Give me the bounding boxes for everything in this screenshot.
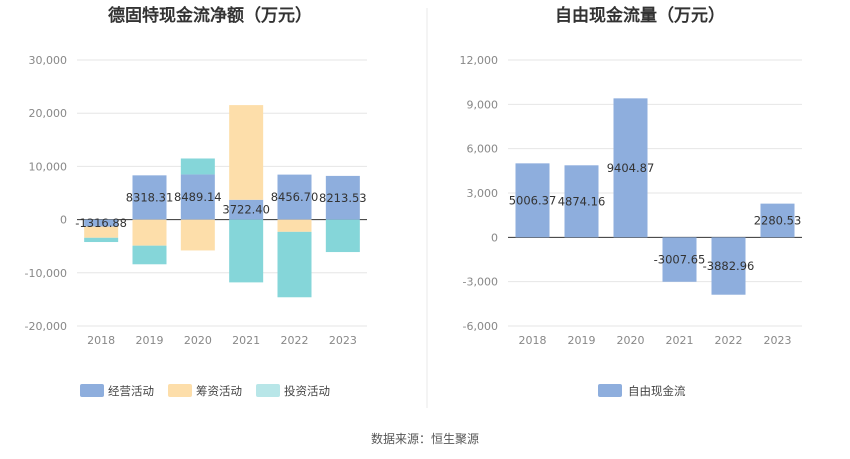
left-bar-投资活动: [325, 219, 360, 253]
legend-label-operating[interactable]: 经营活动: [108, 384, 154, 398]
right-data-label: 2280.53: [754, 213, 802, 227]
right-chart-title: 自由现金流量（万元）: [555, 5, 725, 26]
right-y-tick-label: 0: [491, 231, 498, 244]
legend-swatch-financing[interactable]: [168, 384, 192, 397]
left-bar-筹资活动: [84, 226, 119, 238]
left-y-tick-label: -20,000: [25, 320, 67, 333]
right-x-tick-label: 2020: [617, 334, 645, 347]
left-bar-筹资活动: [229, 105, 264, 200]
left-bar-经营活动: [132, 175, 167, 220]
legend-label-free-cash-flow[interactable]: 自由现金流: [628, 384, 686, 398]
legend-swatch-free-cash-flow[interactable]: [598, 384, 622, 397]
right-data-label: 4874.16: [558, 194, 606, 208]
left-bar-投资活动: [277, 231, 312, 298]
left-x-tick-label: 2022: [281, 334, 309, 347]
left-data-label: 8489.14: [174, 190, 222, 204]
left-plot-area: 30,000 20,000 10,000 0 -10,000 -20,000 2018 201…: [25, 54, 367, 347]
left-bar-筹资活动: [277, 219, 312, 232]
legend-swatch-investing[interactable]: [256, 384, 280, 397]
left-x-tick-label: 2018: [87, 334, 115, 347]
left-y-tick-label: 10,000: [29, 160, 68, 173]
left-x-tick-label: 2021: [232, 334, 260, 347]
left-data-label: 8456.70: [271, 190, 319, 204]
left-bar-经营活动: [325, 175, 360, 220]
right-x-tick-label: 2021: [666, 334, 694, 347]
left-bar-经营活动: [277, 174, 312, 220]
left-x-tick-label: 2019: [136, 334, 164, 347]
left-bar-筹资活动: [132, 219, 167, 246]
right-x-tick-label: 2022: [715, 334, 743, 347]
right-data-label: -3882.96: [703, 259, 755, 273]
left-bar-筹资活动: [180, 219, 215, 251]
legend-swatch-operating[interactable]: [80, 384, 104, 397]
right-y-tick-label: 3,000: [467, 187, 499, 200]
right-bar-自由现金流: [613, 98, 648, 238]
right-bar-自由现金流: [760, 203, 795, 238]
left-bar-投资活动: [229, 219, 264, 283]
left-x-tick-label: 2023: [329, 334, 357, 347]
right-bar-自由现金流: [711, 237, 746, 295]
right-data-label: -3007.65: [654, 253, 706, 267]
left-bar-投资活动: [180, 158, 215, 175]
left-bar-经营活动: [229, 199, 264, 220]
left-bar-投资活动: [132, 245, 167, 265]
left-data-label: 8213.53: [319, 191, 367, 205]
left-y-tick-label: 20,000: [29, 107, 68, 120]
left-y-tick-label: 0: [60, 214, 67, 227]
right-plot-area: 12,000 9,000 6,000 3,000 0 -3,000 -6,000 2018 20…: [460, 54, 802, 347]
right-y-tick-label: 12,000: [460, 54, 499, 67]
right-y-tick-label: 6,000: [467, 143, 499, 156]
right-y-tick-label: -6,000: [463, 320, 498, 333]
left-bar-经营活动: [180, 174, 215, 220]
left-x-tick-label: 2020: [184, 334, 212, 347]
left-chart-title: 德固特现金流净额（万元）: [108, 5, 312, 26]
right-bar-自由现金流: [564, 165, 599, 238]
right-bar-自由现金流: [662, 237, 697, 282]
legend-label-financing[interactable]: 筹资活动: [196, 384, 242, 398]
right-y-tick-label: 9,000: [467, 98, 499, 111]
left-bar-投资活动: [84, 237, 119, 243]
left-bar-经营活动: [84, 219, 119, 227]
right-y-tick-label: -3,000: [463, 276, 498, 289]
right-x-tick-label: 2023: [764, 334, 792, 347]
left-data-label: 3722.40: [222, 203, 270, 217]
right-bar-自由现金流: [515, 163, 550, 238]
left-y-tick-label: -10,000: [25, 267, 67, 280]
left-y-tick-label: 30,000: [29, 54, 68, 67]
left-data-label: 8318.31: [126, 190, 174, 204]
left-data-label: -1316.88: [75, 216, 127, 230]
right-data-label: 9404.87: [607, 161, 655, 175]
right-x-tick-label: 2018: [519, 334, 547, 347]
right-data-label: 5006.37: [509, 193, 557, 207]
legend-label-investing[interactable]: 投资活动: [284, 384, 330, 398]
data-source-note: 数据来源：恒生聚源: [371, 431, 479, 446]
right-x-tick-label: 2019: [568, 334, 596, 347]
